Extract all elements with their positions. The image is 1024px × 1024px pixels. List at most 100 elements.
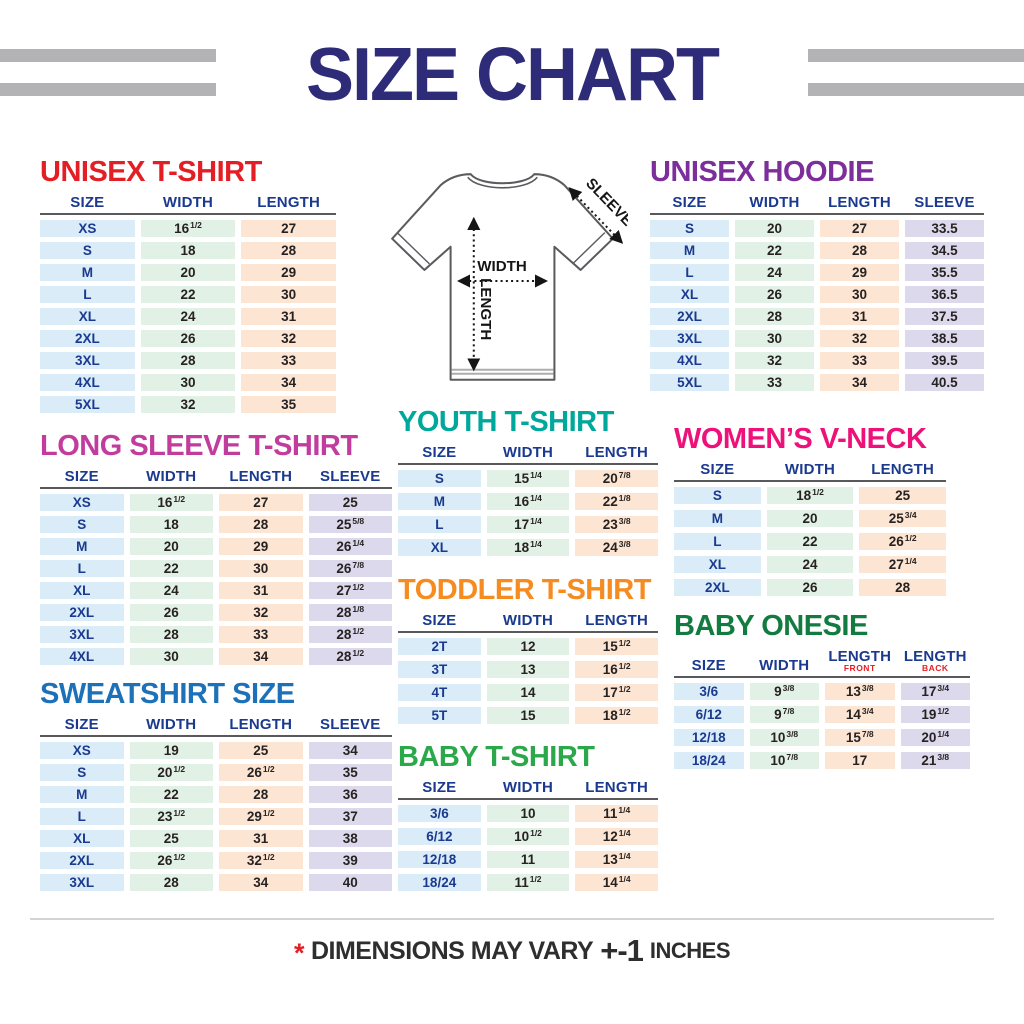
- cell-length: 253/4: [859, 510, 946, 527]
- cell-size: M: [674, 510, 761, 527]
- column-header-length: LENGTH: [229, 716, 293, 733]
- tshirt-outline: [391, 173, 614, 381]
- cell-width: 33: [735, 374, 814, 391]
- tshirt-collar: [467, 176, 538, 189]
- cell-width: 101/2: [486, 828, 570, 845]
- cell-width: 22: [735, 242, 814, 259]
- column-header-length: LENGTH: [229, 468, 293, 485]
- cell-sleeve: 25: [308, 494, 392, 511]
- cell-length: 27: [820, 220, 899, 237]
- cell-width: 28: [735, 308, 814, 325]
- cell-length: 34: [820, 374, 899, 391]
- cell-size: 6/12: [674, 706, 744, 723]
- cell-width: 24: [140, 308, 236, 325]
- cell-size: S: [398, 470, 481, 487]
- cell-size: 12/18: [674, 729, 744, 746]
- table-row: 2XL 26 32 281/8: [40, 604, 392, 621]
- table-row: M 22 28 34.5: [650, 242, 984, 259]
- cell-sleeve: 37.5: [905, 308, 984, 325]
- column-header-length: LENGTH: [585, 612, 649, 629]
- cell-length: 28: [241, 242, 336, 259]
- cell-size: XL: [40, 830, 124, 847]
- cell-sleeve: 281/8: [308, 604, 392, 621]
- cell-width: 20: [735, 220, 814, 237]
- cell-width: 25: [129, 830, 213, 847]
- column-header-size: SIZE: [672, 194, 707, 211]
- cell-width: 18: [140, 242, 236, 259]
- cell-length: 30: [241, 286, 336, 303]
- cell-sleeve: 39.5: [905, 352, 984, 369]
- cell-length: 25: [219, 742, 303, 759]
- cell-width: 26: [735, 286, 814, 303]
- cell-width: 111/2: [486, 874, 570, 891]
- column-header-size: SIZE: [422, 612, 457, 629]
- table-row: 4XL 32 33 39.5: [650, 352, 984, 369]
- table-row: M 20 29 261/4: [40, 538, 392, 555]
- cell-length_front: 17: [825, 752, 895, 769]
- column-header-sleeve: SLEEVE: [320, 468, 381, 485]
- column-header-width: WIDTH: [749, 194, 800, 211]
- table-row: L 22 30: [40, 286, 336, 303]
- youth-tshirt-section: YOUTH T-SHIRT SIZE WIDTH LENGTH S 151/4 207/8…: [398, 406, 658, 562]
- cell-size: XL: [40, 582, 124, 599]
- table-row: 3XL 28 33 281/2: [40, 626, 392, 643]
- cell-sleeve: 39: [308, 852, 392, 869]
- cell-length: 34: [219, 874, 303, 891]
- unisex-tshirt-section: UNISEX T-SHIRT SIZE WIDTH LENGTH XS 161/2 27 S…: [40, 156, 336, 418]
- cell-length: 33: [241, 352, 336, 369]
- cell-sleeve: 255/8: [308, 516, 392, 533]
- cell-size: 3/6: [674, 683, 744, 700]
- cell-width: 181/2: [766, 487, 854, 504]
- cell-length: 181/2: [575, 707, 658, 724]
- cell-length: 261/2: [219, 764, 303, 781]
- table-row: 2XL 26 32: [40, 330, 336, 347]
- table-row: L 24 29 35.5: [650, 264, 984, 281]
- column-header-size: SIZE: [70, 194, 105, 211]
- table-row: S 20 27 33.5: [650, 220, 984, 237]
- table-row: 3XL 28 34 40: [40, 874, 392, 891]
- column-header-size: SIZE: [700, 461, 735, 478]
- cell-sleeve: 35: [308, 764, 392, 781]
- table-row: 3XL 28 33: [40, 352, 336, 369]
- cell-length: 207/8: [575, 470, 658, 487]
- cell-size: L: [40, 286, 135, 303]
- column-header-length: LENGTH: [585, 779, 649, 796]
- cell-width: 93/8: [749, 683, 819, 700]
- table-row: 18/24 111/2 141/4: [398, 874, 658, 891]
- unisex-hoodie-table: SIZE WIDTH LENGTH SLEEVE S 20 27 33.5 M 22 28 34.5 L…: [650, 195, 984, 391]
- cell-width: 22: [129, 560, 213, 577]
- unisex-tshirt-table: SIZE WIDTH LENGTH XS 161/2 27 S 18 28 M 20 29 L 22 30 X…: [40, 195, 336, 413]
- footer-note: * DIMENSIONS MAY VARY +-1 INCHES: [0, 933, 1024, 969]
- table-row: M 161/4 221/8: [398, 493, 658, 510]
- cell-length: 321/2: [219, 852, 303, 869]
- cell-size: 4T: [398, 684, 481, 701]
- cell-length_front: 143/4: [825, 706, 895, 723]
- table-header-row: SIZE WIDTH LENGTH: [40, 195, 336, 215]
- cell-size: M: [650, 242, 729, 259]
- cell-length_front: 133/8: [825, 683, 895, 700]
- cell-sleeve: 40.5: [905, 374, 984, 391]
- cell-size: 2XL: [674, 579, 761, 596]
- table-row: 3XL 30 32 38.5: [650, 330, 984, 347]
- cell-width: 32: [735, 352, 814, 369]
- column-header-width: WIDTH: [146, 716, 197, 733]
- cell-width: 28: [140, 352, 236, 369]
- footer-unit: INCHES: [649, 938, 731, 963]
- cell-length: 25: [859, 487, 946, 504]
- table-row: L 171/4 233/8: [398, 516, 658, 533]
- cell-width: 107/8: [749, 752, 819, 769]
- table-row: S 18 28: [40, 242, 336, 259]
- column-subheader-length_back: BACK: [921, 663, 949, 673]
- table-row: 2XL 26 28: [674, 579, 946, 596]
- cell-sleeve: 267/8: [308, 560, 392, 577]
- cell-width: 30: [735, 330, 814, 347]
- table-row: XS 19 25 34: [40, 742, 392, 759]
- cell-width: 231/2: [129, 808, 213, 825]
- cell-width: 15: [486, 707, 570, 724]
- cell-size: 5XL: [40, 396, 135, 413]
- column-header-size: SIZE: [422, 779, 457, 796]
- table-header-row: SIZE WIDTH LENGTH SLEEVE: [40, 717, 392, 737]
- header-bar-right-bottom: [808, 83, 1024, 96]
- toddler-tshirt-section: TODDLER T-SHIRT SIZE WIDTH LENGTH 2T 12 151/2…: [398, 574, 658, 730]
- cell-length: 32: [820, 330, 899, 347]
